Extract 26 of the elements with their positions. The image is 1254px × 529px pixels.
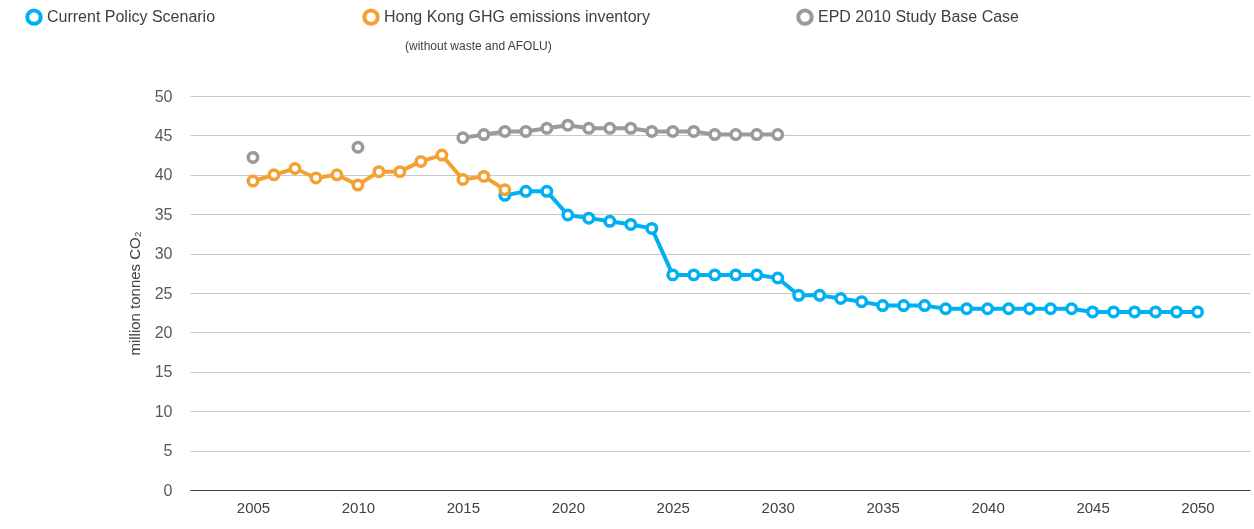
text: (without waste and AFOLU) [405, 39, 552, 53]
y-tick-label: 0 [163, 481, 173, 499]
x-tick-label: 2025 [656, 498, 690, 516]
x-tick-label: 2035 [866, 498, 900, 516]
x-tick-label: 2045 [1076, 498, 1110, 516]
y-tick-label: 10 [154, 402, 173, 420]
x-tick-label: 2005 [236, 498, 271, 516]
y-tick-label: 25 [154, 284, 173, 302]
x-tick-label: 2040 [971, 498, 1005, 516]
y-tick-label: 20 [154, 323, 173, 341]
y-tick-label: 45 [154, 126, 173, 144]
x-tick-label: 2010 [341, 498, 376, 516]
legend-label: EPD 2010 Study Base Case [818, 8, 1020, 26]
x-tick-label: 2020 [551, 498, 586, 516]
x-tick-label: 2050 [1181, 498, 1215, 516]
y-tick-label: 5 [163, 442, 173, 460]
y-tick-label: 30 [154, 245, 173, 263]
x-tick-label: 2030 [761, 498, 795, 516]
y-tick-label: 35 [154, 205, 173, 223]
legend-label: Hong Kong GHG emissions inventory [384, 8, 650, 26]
y-tick-label: 15 [154, 363, 173, 381]
y-tick-label: 40 [154, 166, 173, 184]
x-tick-label: 2015 [446, 498, 481, 516]
y-axis-title: million tonnes CO₂ [125, 231, 143, 356]
legend-label: Current Policy Scenario [47, 8, 216, 26]
y-tick-label: 50 [154, 87, 173, 105]
